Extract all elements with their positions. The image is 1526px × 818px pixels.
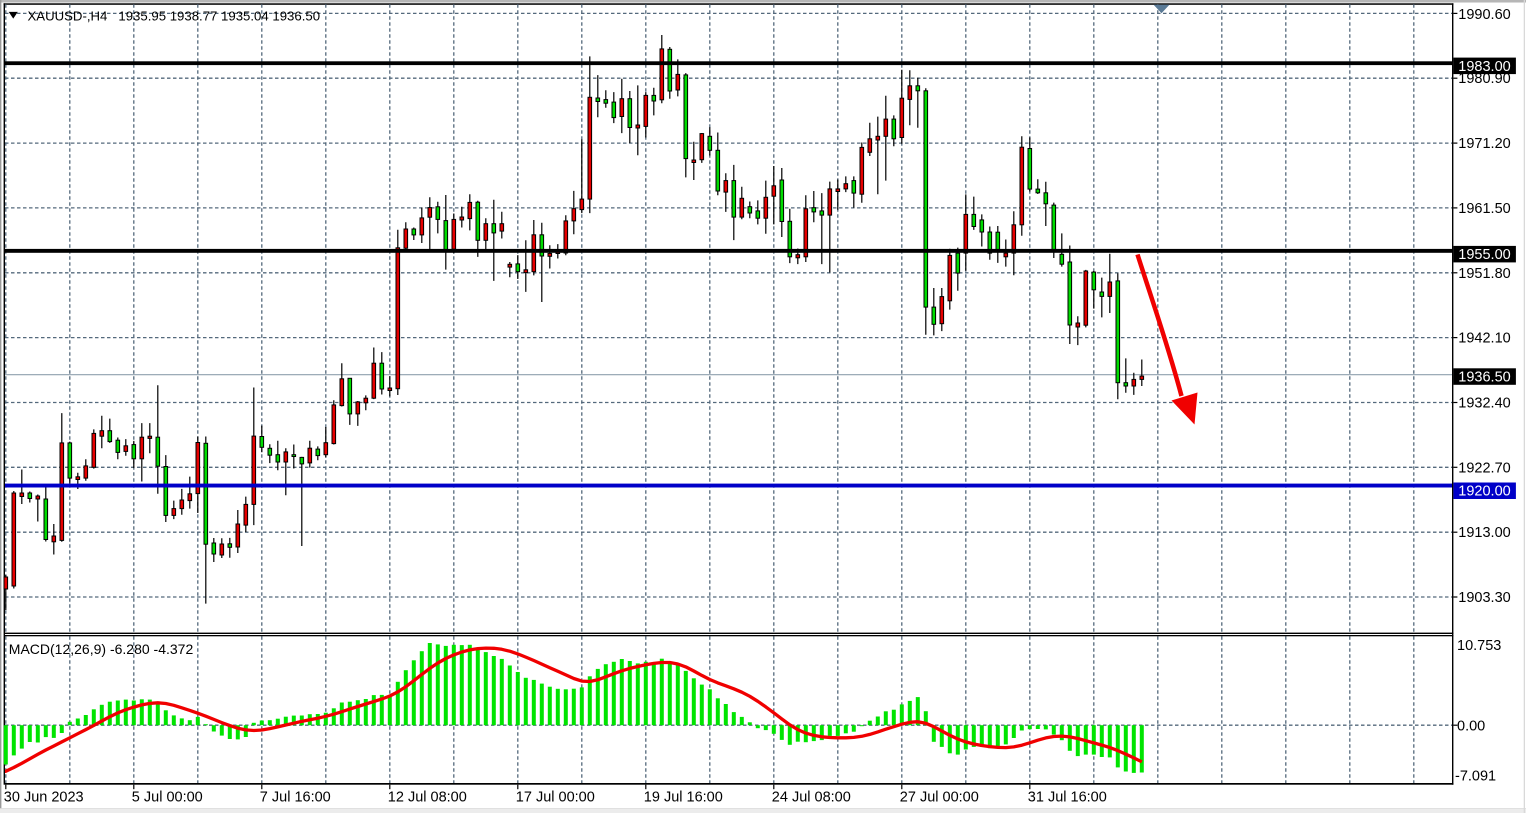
- svg-text:1951.80: 1951.80: [1458, 266, 1510, 282]
- svg-text:1983.00: 1983.00: [1458, 59, 1510, 75]
- svg-text:30 Jun 2023: 30 Jun 2023: [4, 790, 84, 806]
- svg-text:24 Jul 08:00: 24 Jul 08:00: [772, 790, 851, 806]
- svg-text:XAUUSD-,H4 1935.95 1938.77 1: XAUUSD-,H4 1935.95 1938.77 1935.04 1936.…: [28, 9, 321, 24]
- svg-text:1920.00: 1920.00: [1458, 484, 1510, 500]
- svg-text:12 Jul 08:00: 12 Jul 08:00: [388, 790, 467, 806]
- svg-text:5 Jul 00:00: 5 Jul 00:00: [132, 790, 203, 806]
- svg-text:17 Jul 00:00: 17 Jul 00:00: [516, 790, 595, 806]
- svg-text:1903.30: 1903.30: [1458, 590, 1510, 606]
- svg-text:1932.40: 1932.40: [1458, 396, 1510, 412]
- svg-text:7 Jul 16:00: 7 Jul 16:00: [260, 790, 331, 806]
- svg-text:0.00: 0.00: [1457, 718, 1485, 734]
- svg-text:1942.10: 1942.10: [1458, 331, 1510, 347]
- svg-text:-7.091: -7.091: [1455, 769, 1496, 785]
- svg-text:1961.50: 1961.50: [1458, 201, 1510, 217]
- svg-text:1990.60: 1990.60: [1458, 7, 1510, 23]
- svg-text:31 Jul 16:00: 31 Jul 16:00: [1028, 790, 1107, 806]
- svg-text:1955.00: 1955.00: [1458, 247, 1510, 263]
- svg-text:1971.20: 1971.20: [1458, 136, 1510, 152]
- svg-text:27 Jul 00:00: 27 Jul 00:00: [900, 790, 979, 806]
- svg-text:1980.90: 1980.90: [1458, 71, 1510, 87]
- svg-text:MACD(12,26,9) -6.280 -4.372: MACD(12,26,9) -6.280 -4.372: [9, 641, 194, 657]
- svg-text:1936.50: 1936.50: [1458, 370, 1510, 386]
- svg-text:10.753: 10.753: [1457, 638, 1501, 654]
- svg-text:19 Jul 16:00: 19 Jul 16:00: [644, 790, 723, 806]
- svg-text:1922.70: 1922.70: [1458, 460, 1510, 476]
- svg-text:1913.00: 1913.00: [1458, 525, 1510, 541]
